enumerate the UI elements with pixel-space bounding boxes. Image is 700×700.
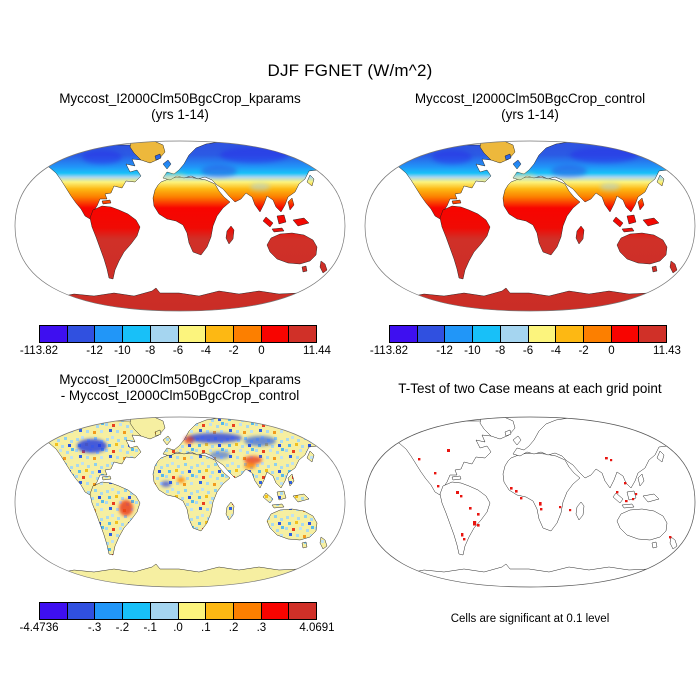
panel-title-diff: Myccost_I2000Clm50BgcCrop_kparams - Mycc…	[14, 372, 346, 404]
colorbar-cell	[66, 326, 95, 342]
colorbar-tick-label: -6	[172, 345, 184, 357]
map-kparams	[14, 133, 346, 317]
colorbar-tick-label: -2	[228, 345, 239, 357]
colorbar-cell	[66, 603, 95, 619]
colorbar-cell	[122, 326, 150, 342]
colorbar-tick-label: -4	[550, 345, 561, 357]
colorbar-cell	[527, 326, 556, 342]
colorbar-cell	[177, 326, 206, 342]
colorbar-tick-label: -.1	[143, 622, 157, 634]
colorbar-kparams: -113.82 -12 -10 -8 -6 -4 -2 0 11.44	[20, 325, 331, 360]
colorbar-cell	[610, 326, 639, 342]
colorbar-cell	[260, 326, 289, 342]
colorbar-tick-label: -12	[436, 345, 453, 357]
colorbar-labels: -113.82 -12 -10 -8 -6 -4 -2 0 11.44	[20, 345, 331, 360]
ttest-caption: Cells are significant at 0.1 level	[450, 613, 610, 625]
colorbar-cells	[389, 325, 667, 343]
colorbar-tick-label: -.2	[115, 622, 130, 634]
colorbar-cell	[499, 326, 528, 342]
map-control	[364, 133, 696, 317]
colorbar-cell	[232, 326, 261, 342]
colorbar-cell	[149, 603, 178, 619]
colorbar-tick-label: .0	[173, 622, 183, 634]
panel-title-control-line1: Myccost_I2000Clm50BgcCrop_control	[414, 91, 646, 106]
colorbar-cell	[288, 603, 317, 619]
colorbar-cell	[472, 326, 500, 342]
panel-title-kparams-line1: Myccost_I2000Clm50BgcCrop_kparams	[59, 91, 301, 106]
panel-title-kparams-line2: (yrs 1-14)	[151, 107, 209, 122]
colorbar-cell	[444, 326, 473, 342]
colorbar-cell	[177, 603, 206, 619]
diff-anomaly-patches	[77, 433, 276, 516]
colorbar-tick-label: 0	[608, 345, 615, 357]
colorbar-cell	[416, 326, 445, 342]
panel-title-diff-line2: - Myccost_I2000Clm50BgcCrop_control	[60, 388, 300, 403]
panel-title-ttest: T-Test of two Case means at each grid po…	[398, 381, 662, 396]
panel-title-diff-line1: Myccost_I2000Clm50BgcCrop_kparams	[59, 372, 301, 387]
colorbar-cell	[149, 326, 178, 342]
colorbar-tick-label: -12	[86, 345, 103, 357]
panel-title-control-line2: (yrs 1-14)	[501, 107, 559, 122]
map-ttest	[364, 409, 696, 593]
colorbar-control: -113.82 -12 -10 -8 -6 -4 -2 0 11.43	[370, 325, 681, 360]
colorbar-tick-label: -10	[114, 345, 131, 357]
colorbar-cell	[40, 603, 67, 619]
figure-title: DJF FGNET (W/m^2)	[267, 61, 433, 80]
colorbar-tick-label: -10	[464, 345, 481, 357]
colorbar-cells	[39, 325, 317, 343]
colorbar-cell	[94, 603, 123, 619]
colorbar-cell	[288, 326, 317, 342]
colorbar-tick-label: .1	[201, 622, 211, 634]
colorbar-cell	[582, 326, 611, 342]
colorbar-tick-label: -8	[495, 345, 506, 357]
colorbar-tick-label: 11.43	[653, 345, 681, 357]
colorbar-cell	[260, 603, 289, 619]
colorbar-tick-label: -8	[145, 345, 156, 357]
colorbar-cell	[390, 326, 417, 342]
colorbar-cell	[638, 326, 667, 342]
colorbar-labels: -4.4736 -.3 -.2 -.1 .0 .1 .2 .3 4.0691	[19, 622, 334, 637]
colorbar-cell	[94, 326, 123, 342]
colorbar-tick-label: 0	[258, 345, 265, 357]
colorbar-cell	[232, 603, 261, 619]
colorbar-tick-label: -2	[578, 345, 589, 357]
colorbar-cell	[40, 326, 67, 342]
colorbar-tick-label: .3	[256, 622, 267, 634]
panel-title-control: Myccost_I2000Clm50BgcCrop_control (yrs 1…	[364, 91, 696, 123]
colorbar-tick-label: -113.82	[369, 345, 409, 357]
significant-cells	[418, 449, 672, 541]
colorbar-cell	[205, 326, 233, 342]
colorbar-cells	[39, 602, 317, 620]
colorbar-tick-label: .2	[228, 622, 239, 634]
colorbar-tick-label: -4.4736	[19, 622, 59, 634]
map-diff	[14, 409, 346, 593]
colorbar-cell	[205, 603, 233, 619]
colorbar-tick-label: -.3	[87, 622, 102, 634]
colorbar-labels: -113.82 -12 -10 -8 -6 -4 -2 0 11.43	[370, 345, 681, 360]
colorbar-tick-label: 4.0691	[299, 622, 335, 634]
colorbar-cell	[122, 603, 150, 619]
colorbar-tick-label: -4	[200, 345, 211, 357]
colorbar-cell	[555, 326, 583, 342]
colorbar-tick-label: -6	[522, 345, 534, 357]
colorbar-tick-label: 11.44	[303, 345, 331, 357]
panel-title-kparams: Myccost_I2000Clm50BgcCrop_kparams (yrs 1…	[14, 91, 346, 123]
colorbar-tick-label: -113.82	[19, 345, 59, 357]
colorbar-diff: -4.4736 -.3 -.2 -.1 .0 .1 .2 .3 4.0691	[19, 602, 335, 637]
